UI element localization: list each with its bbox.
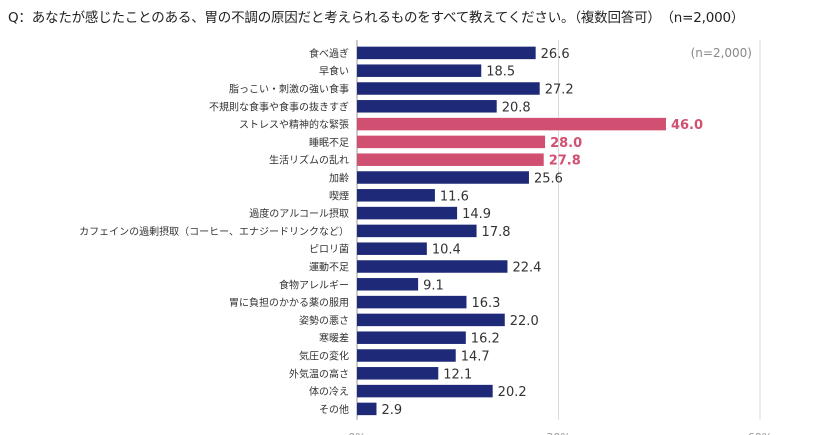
- value-label: 14.7: [461, 350, 490, 365]
- value-label: 12.1: [443, 367, 472, 382]
- bar: [357, 64, 482, 77]
- category-label: 睡眠不足: [309, 136, 349, 149]
- bar: [357, 135, 546, 149]
- category-label: 姿勢の悪さ: [299, 314, 349, 327]
- value-label: 26.6: [541, 47, 570, 62]
- value-label: 11.6: [440, 189, 469, 204]
- question-text: Q：あなたが感じたことのある、胃の不調の原因だと考えられるものをすべて教えてくだ…: [8, 10, 745, 26]
- category-label: ストレスや精神的な緊張: [239, 118, 349, 131]
- value-label: 20.8: [502, 100, 531, 115]
- x-tick-label: 30%: [546, 431, 570, 435]
- bar: [357, 206, 458, 220]
- sample-size-note: (n=2,000): [691, 46, 752, 60]
- bar: [357, 331, 466, 344]
- category-label: 加齢: [329, 172, 349, 185]
- value-label: 25.6: [534, 172, 563, 187]
- bar: [357, 82, 540, 95]
- category-label: 運動不足: [309, 261, 349, 274]
- category-label: 早食い: [319, 65, 349, 78]
- bar: [357, 100, 497, 113]
- value-label: 20.2: [498, 385, 527, 400]
- category-label: 食物アレルギー: [279, 278, 349, 291]
- x-tick-label: 60%: [748, 431, 772, 435]
- bar: [357, 117, 666, 131]
- category-label: 不規則な食事や食事の抜きすぎ: [209, 100, 349, 113]
- category-label: 体の冷え: [309, 385, 349, 398]
- bar: [357, 402, 377, 416]
- category-label: 喫煙: [329, 190, 349, 202]
- value-label: 14.9: [462, 207, 491, 222]
- value-label: 27.2: [545, 83, 574, 98]
- category-label: 過度のアルコール摂取: [249, 207, 349, 220]
- value-label: 27.8: [549, 154, 581, 169]
- value-label: 22.4: [512, 261, 541, 276]
- category-label: 胃に負担のかかる薬の服用: [229, 297, 349, 309]
- value-label: 18.5: [486, 65, 515, 80]
- bar: [357, 153, 544, 166]
- value-label: 28.0: [550, 136, 582, 151]
- value-label: 9.1: [423, 278, 444, 293]
- bar: [357, 224, 477, 238]
- bar: [357, 367, 439, 380]
- bar: [357, 313, 505, 327]
- category-label: 脂っこい・刺激の強い食事: [229, 83, 349, 96]
- bar: [357, 278, 419, 291]
- bar: [357, 295, 467, 309]
- category-label: 生活リズムの乱れ: [269, 154, 349, 167]
- bar: [357, 260, 508, 273]
- category-label: ピロリ菌: [309, 244, 349, 256]
- category-label: その他: [319, 403, 349, 416]
- value-label: 17.8: [482, 225, 511, 240]
- bar: [357, 171, 529, 184]
- category-label: 外気温の高さ: [289, 367, 349, 380]
- value-label: 22.0: [510, 314, 539, 329]
- bar: [357, 349, 456, 362]
- bar: [357, 384, 493, 398]
- bar: [357, 46, 536, 60]
- category-label: 寒暖差: [319, 332, 349, 345]
- value-label: 2.9: [381, 403, 402, 418]
- category-label: カフェインの過剰摂取（コーヒー、エナジードリンクなど）: [79, 225, 349, 238]
- value-label: 10.4: [432, 243, 461, 258]
- bar: [357, 189, 435, 202]
- bar: [357, 242, 427, 255]
- x-tick-label: 0%: [348, 431, 365, 435]
- value-label: 16.2: [471, 332, 500, 347]
- category-label: 気圧の変化: [299, 350, 349, 363]
- category-label: 食べ過ぎ: [309, 47, 349, 60]
- value-label: 16.3: [471, 296, 500, 311]
- value-label: 46.0: [671, 118, 703, 133]
